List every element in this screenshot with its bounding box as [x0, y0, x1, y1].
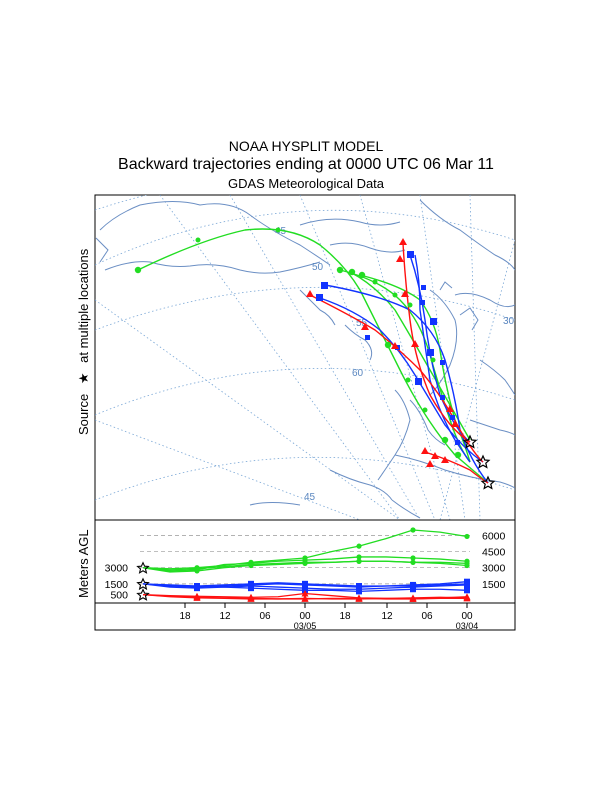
height-marker-blue-4-8 — [356, 588, 362, 595]
time-tick-label-5: 12 — [381, 611, 393, 622]
height-marker-blue-2-6 — [302, 581, 308, 588]
trajectory-red-3 — [424, 451, 489, 484]
lat-label-45: 45 — [275, 226, 287, 237]
height-marker-red-3-2 — [193, 594, 201, 601]
height-marker-red-3-4 — [247, 595, 255, 602]
height-marker-green-1-10 — [410, 527, 416, 533]
right-level-labels: 6000 4500 3000 1500 — [482, 530, 506, 590]
height-series — [136, 527, 471, 602]
chart-subtitle: GDAS Meteorological Data — [227, 176, 385, 191]
lon-label-30: 30 — [503, 316, 515, 327]
height-source-star-1500 — [136, 577, 150, 591]
source-stars — [462, 434, 496, 490]
chart-title: Backward trajectories ending at 0000 UTC… — [118, 156, 494, 173]
left-level-500: 500 — [110, 590, 128, 602]
svg-text:Source ★ at mu: Source ★ at multiple locations — [76, 248, 91, 435]
trajectory-blue-3 — [324, 284, 489, 484]
side-label-star: ★ — [76, 373, 91, 385]
lat-label-55: 55 — [356, 318, 368, 329]
left-level-1500: 1500 — [105, 579, 129, 591]
height-marker-green-4-4 — [248, 561, 254, 568]
coastlines — [95, 199, 515, 519]
trajectories — [137, 228, 489, 484]
height-marker-red-3-12 — [463, 594, 471, 602]
height-marker-green-4-10 — [410, 559, 416, 565]
height-marker-red-3-8 — [355, 594, 363, 602]
height-marker-blue-4-2 — [194, 583, 200, 589]
height-marker-red-3-6 — [301, 595, 309, 602]
source-star-2 — [475, 454, 491, 469]
height-source-star-500 — [136, 588, 150, 601]
trajectory-green-1 — [137, 228, 489, 484]
right-level-1500: 1500 — [482, 579, 506, 591]
side-label-suffix: at multiple locations — [76, 248, 91, 363]
right-level-3000: 3000 — [482, 563, 506, 575]
time-tick-label-7: 00 — [461, 611, 473, 622]
side-label: Source ★ at multiple locations — [76, 248, 91, 435]
height-frame — [94, 519, 516, 631]
height-marker-green-1-8 — [356, 543, 362, 549]
lat-label-50: 50 — [312, 262, 324, 273]
time-tick-label-2: 06 — [259, 611, 271, 622]
source-star-3 — [480, 475, 496, 490]
height-marker-green-4-8 — [356, 558, 362, 564]
time-tick-label-3: 00 — [299, 611, 311, 622]
height-marker-green-1-12 — [464, 533, 470, 540]
height-marker-green-4-2 — [194, 566, 200, 572]
height-marker-blue-4-12 — [464, 587, 470, 594]
height-marker-blue-4-4 — [248, 585, 254, 592]
date-label-1: 03/04 — [456, 621, 479, 631]
height-marker-green-2-8 — [356, 554, 362, 560]
date-label-0: 03/05 — [294, 621, 317, 631]
height-marker-blue-3-12 — [464, 581, 470, 588]
right-level-4500: 4500 — [482, 547, 506, 559]
right-level-6000: 6000 — [482, 530, 506, 542]
trajectory-red-2 — [309, 294, 484, 463]
lat-label-60: 60 — [352, 368, 364, 379]
source-star-1 — [462, 434, 478, 449]
time-tick-label-1: 12 — [219, 611, 231, 622]
map-panel: 45 50 55 60 45 30 — [76, 194, 516, 521]
model-title: NOAA HYSPLIT MODEL — [228, 138, 384, 154]
time-tick-label-6: 06 — [421, 611, 433, 622]
map-frame — [94, 194, 516, 521]
red-markers — [306, 238, 459, 467]
left-level-3000: 3000 — [105, 563, 129, 575]
height-marker-blue-4-10 — [410, 586, 416, 593]
time-tick-label-0: 18 — [179, 611, 191, 622]
side-label-source: Source — [76, 394, 91, 435]
height-source-star-3000 — [136, 561, 150, 574]
trajectory-markers — [134, 227, 496, 490]
trajectory-blue-4 — [414, 254, 471, 463]
height-axis-label: Meters AGL — [76, 529, 91, 598]
height-marker-red-1-6 — [301, 590, 309, 597]
trajectory-blue-2 — [319, 297, 484, 463]
lat-label-45b: 45 — [304, 492, 316, 503]
height-marker-green-4-12 — [464, 560, 470, 566]
graticule-labels: 45 50 55 60 45 30 — [275, 226, 515, 503]
green-markers — [134, 227, 462, 459]
time-tick-label-4: 18 — [339, 611, 351, 622]
height-marker-red-3-10 — [409, 595, 417, 602]
height-axis-title: Meters AGL — [76, 529, 91, 598]
trajectory-red-1 — [402, 242, 471, 443]
height-marker-green-2-10 — [410, 555, 416, 561]
height-marker-green-4-6 — [302, 559, 308, 565]
